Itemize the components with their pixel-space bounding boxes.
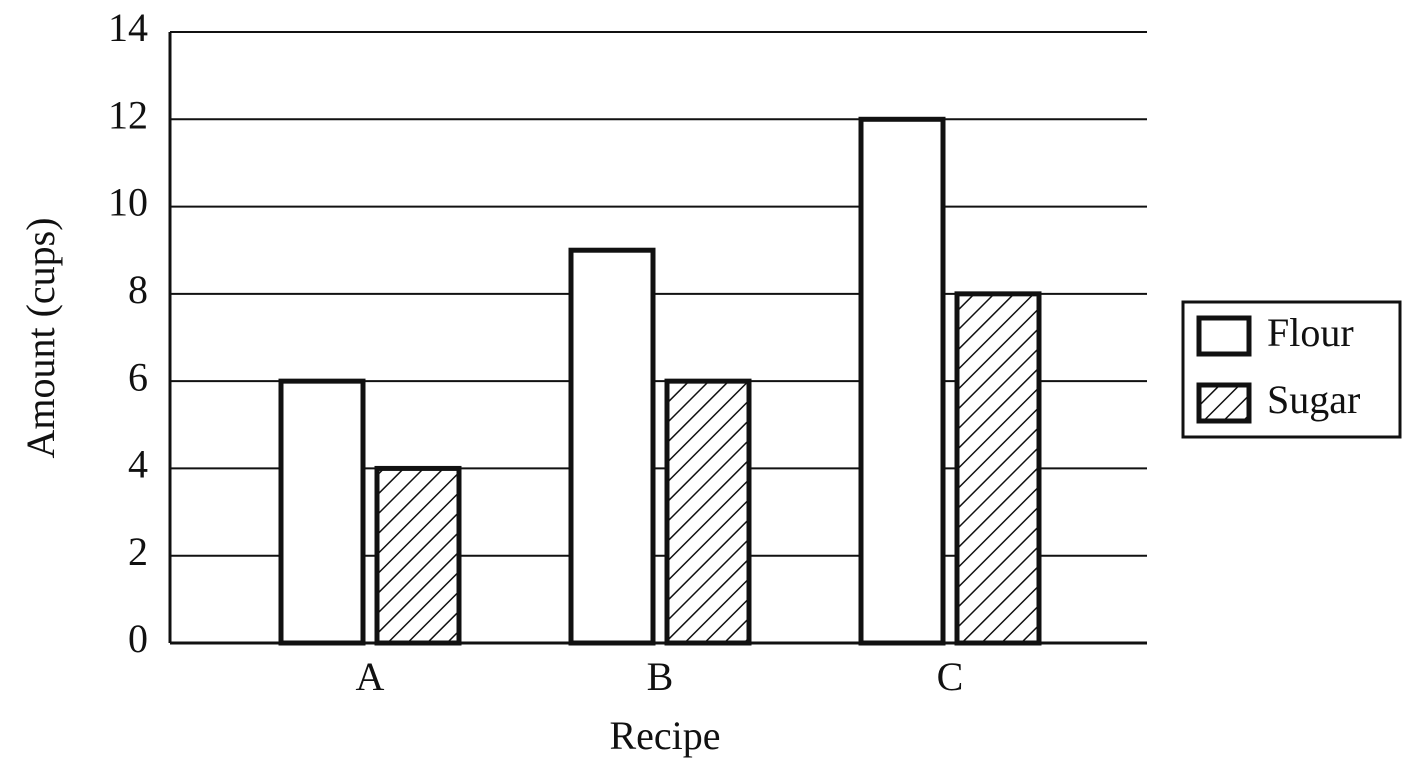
bar — [954, 291, 1042, 646]
y-tick-label: 10 — [108, 180, 148, 225]
legend-swatch — [1196, 315, 1252, 357]
bar — [568, 247, 656, 646]
x-tick-label: C — [937, 654, 964, 699]
legend-swatch — [1196, 382, 1252, 424]
y-tick-label: 12 — [108, 92, 148, 137]
bar — [374, 465, 462, 646]
legend-label: Sugar — [1267, 377, 1360, 422]
legend-label: Flour — [1267, 310, 1354, 355]
y-tick-label: 4 — [128, 442, 148, 487]
y-tick-label: 2 — [128, 529, 148, 574]
bar — [858, 116, 946, 646]
x-tick-label: B — [647, 654, 674, 699]
bar — [278, 378, 366, 646]
y-tick-label: 8 — [128, 267, 148, 312]
bar — [664, 378, 752, 646]
y-tick-label: 6 — [128, 354, 148, 399]
y-tick-label: 0 — [128, 616, 148, 661]
x-axis-label: Recipe — [609, 713, 720, 758]
y-tick-label: 14 — [108, 5, 148, 50]
y-axis-label: Amount (cups) — [18, 217, 63, 458]
x-tick-label: A — [356, 654, 385, 699]
